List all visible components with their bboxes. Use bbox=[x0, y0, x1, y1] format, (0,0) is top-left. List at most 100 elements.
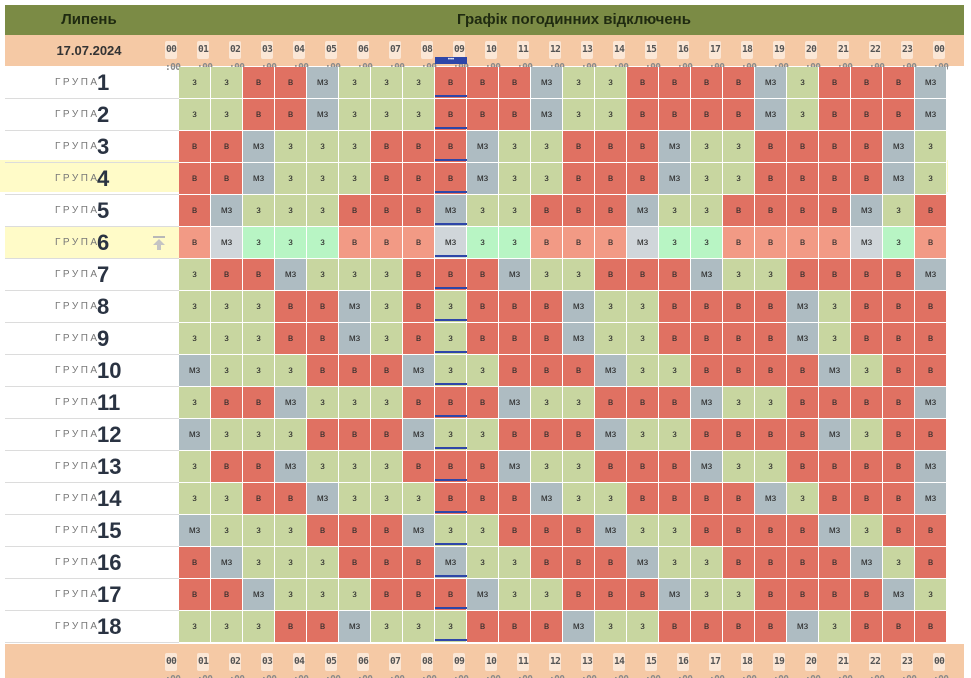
schedule-cell[interactable]: з bbox=[307, 163, 339, 195]
schedule-cell[interactable]: в bbox=[339, 227, 371, 259]
schedule-cell[interactable]: з bbox=[307, 387, 339, 419]
schedule-cell[interactable]: з bbox=[691, 195, 723, 227]
schedule-cell[interactable]: мз bbox=[243, 579, 275, 611]
schedule-cell[interactable]: мз bbox=[787, 291, 819, 323]
schedule-cell[interactable]: в bbox=[755, 419, 787, 451]
schedule-cell[interactable]: з bbox=[275, 195, 307, 227]
schedule-cell[interactable]: мз bbox=[435, 227, 467, 259]
schedule-cell[interactable]: з bbox=[563, 387, 595, 419]
schedule-cell[interactable]: мз bbox=[499, 259, 531, 291]
schedule-cell[interactable]: з bbox=[691, 131, 723, 163]
schedule-cell[interactable]: в bbox=[915, 611, 947, 643]
schedule-cell[interactable]: в bbox=[915, 195, 947, 227]
schedule-cell[interactable]: в bbox=[883, 451, 915, 483]
schedule-cell[interactable]: в bbox=[915, 323, 947, 355]
group-row-label-1[interactable]: ГРУПА 1 bbox=[5, 67, 179, 99]
schedule-cell[interactable]: мз bbox=[627, 195, 659, 227]
schedule-cell[interactable]: в bbox=[755, 611, 787, 643]
schedule-cell[interactable]: мз bbox=[403, 419, 435, 451]
schedule-cell[interactable]: з bbox=[723, 579, 755, 611]
schedule-cell[interactable]: з bbox=[563, 67, 595, 99]
schedule-cell[interactable]: в bbox=[659, 259, 691, 291]
schedule-cell[interactable]: в bbox=[243, 483, 275, 515]
schedule-cell[interactable]: мз bbox=[211, 547, 243, 579]
group-row-label-7[interactable]: ГРУПА 7 bbox=[5, 259, 179, 291]
schedule-cell[interactable]: мз bbox=[243, 131, 275, 163]
schedule-cell[interactable]: в bbox=[691, 67, 723, 99]
schedule-cell[interactable]: в bbox=[595, 131, 627, 163]
schedule-cell[interactable]: в bbox=[883, 323, 915, 355]
schedule-cell[interactable]: в bbox=[883, 291, 915, 323]
schedule-cell[interactable]: з bbox=[563, 259, 595, 291]
schedule-cell[interactable]: мз bbox=[915, 387, 947, 419]
schedule-cell[interactable]: мз bbox=[435, 195, 467, 227]
schedule-cell[interactable]: з bbox=[243, 227, 275, 259]
schedule-cell[interactable]: з bbox=[403, 483, 435, 515]
schedule-cell[interactable]: мз bbox=[627, 227, 659, 259]
schedule-cell[interactable]: з bbox=[275, 227, 307, 259]
schedule-cell[interactable]: мз bbox=[659, 131, 691, 163]
schedule-cell[interactable]: з bbox=[851, 419, 883, 451]
schedule-cell[interactable]: мз bbox=[819, 515, 851, 547]
schedule-cell[interactable]: з bbox=[595, 99, 627, 131]
schedule-cell[interactable]: з bbox=[531, 451, 563, 483]
schedule-cell[interactable]: з bbox=[467, 227, 499, 259]
schedule-cell[interactable]: мз bbox=[851, 195, 883, 227]
schedule-cell[interactable]: в bbox=[307, 419, 339, 451]
schedule-cell[interactable]: з bbox=[211, 67, 243, 99]
schedule-cell[interactable]: з bbox=[819, 611, 851, 643]
schedule-cell[interactable]: в bbox=[787, 259, 819, 291]
schedule-cell[interactable]: з bbox=[371, 99, 403, 131]
schedule-cell[interactable]: в bbox=[371, 547, 403, 579]
schedule-cell[interactable]: в bbox=[851, 259, 883, 291]
schedule-cell[interactable]: в bbox=[211, 163, 243, 195]
schedule-cell[interactable]: в bbox=[531, 547, 563, 579]
schedule-cell[interactable]: з bbox=[307, 579, 339, 611]
schedule-cell[interactable]: в bbox=[755, 291, 787, 323]
schedule-cell[interactable]: мз bbox=[467, 579, 499, 611]
schedule-cell[interactable]: в bbox=[467, 387, 499, 419]
schedule-cell[interactable]: з bbox=[179, 451, 211, 483]
schedule-cell[interactable]: з bbox=[915, 579, 947, 611]
schedule-cell[interactable]: з bbox=[787, 67, 819, 99]
schedule-cell[interactable]: в bbox=[659, 451, 691, 483]
schedule-cell[interactable]: мз bbox=[755, 99, 787, 131]
schedule-cell[interactable]: в bbox=[723, 355, 755, 387]
schedule-cell[interactable]: в bbox=[755, 579, 787, 611]
schedule-cell[interactable]: з bbox=[563, 99, 595, 131]
schedule-cell[interactable]: в bbox=[883, 515, 915, 547]
schedule-cell[interactable]: в bbox=[755, 355, 787, 387]
schedule-cell[interactable]: в bbox=[211, 579, 243, 611]
schedule-cell[interactable]: в bbox=[403, 387, 435, 419]
schedule-cell[interactable]: в bbox=[595, 163, 627, 195]
schedule-cell[interactable]: мз bbox=[339, 611, 371, 643]
schedule-cell[interactable]: з bbox=[371, 67, 403, 99]
schedule-cell[interactable]: в bbox=[659, 483, 691, 515]
schedule-cell[interactable]: в bbox=[723, 195, 755, 227]
schedule-cell[interactable]: мз bbox=[691, 259, 723, 291]
schedule-cell[interactable]: в bbox=[819, 163, 851, 195]
schedule-cell[interactable]: з bbox=[339, 451, 371, 483]
schedule-cell[interactable]: з bbox=[755, 451, 787, 483]
schedule-cell[interactable]: в bbox=[243, 67, 275, 99]
schedule-cell[interactable]: з bbox=[403, 99, 435, 131]
schedule-cell[interactable]: мз bbox=[563, 291, 595, 323]
schedule-cell[interactable]: в bbox=[403, 131, 435, 163]
schedule-cell[interactable]: в bbox=[883, 611, 915, 643]
schedule-cell[interactable]: в bbox=[787, 355, 819, 387]
schedule-cell[interactable]: в bbox=[819, 131, 851, 163]
schedule-cell[interactable]: з bbox=[563, 451, 595, 483]
group-row-label-8[interactable]: ГРУПА 8 bbox=[5, 291, 179, 323]
schedule-cell[interactable]: мз bbox=[915, 451, 947, 483]
group-row-label-2[interactable]: ГРУПА 2 bbox=[5, 99, 179, 131]
schedule-cell[interactable]: в bbox=[371, 163, 403, 195]
schedule-cell[interactable]: в bbox=[691, 291, 723, 323]
schedule-cell[interactable]: в bbox=[691, 515, 723, 547]
schedule-cell[interactable]: в bbox=[659, 291, 691, 323]
schedule-cell[interactable]: в bbox=[787, 515, 819, 547]
schedule-cell[interactable]: з bbox=[659, 195, 691, 227]
schedule-cell[interactable]: з bbox=[403, 67, 435, 99]
schedule-cell[interactable]: з bbox=[211, 515, 243, 547]
schedule-cell[interactable]: з bbox=[179, 259, 211, 291]
schedule-cell[interactable]: в bbox=[691, 611, 723, 643]
